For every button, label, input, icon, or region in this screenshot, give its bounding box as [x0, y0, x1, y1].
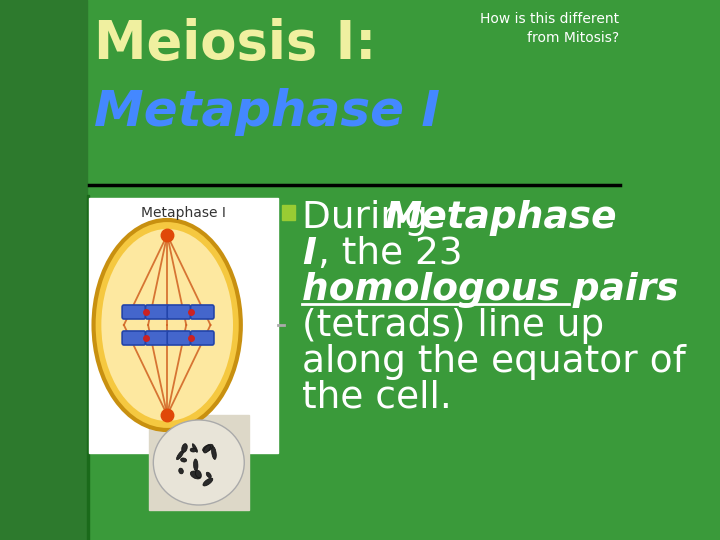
Text: along the equator of: along the equator of	[302, 344, 686, 380]
Text: , the 23: , the 23	[318, 236, 462, 272]
Text: Metaphase I: Metaphase I	[94, 88, 439, 136]
Ellipse shape	[203, 478, 213, 486]
FancyBboxPatch shape	[191, 305, 214, 319]
Ellipse shape	[192, 444, 197, 453]
Text: How is this different
from Mitosis?: How is this different from Mitosis?	[480, 12, 619, 45]
Text: homologous pairs: homologous pairs	[302, 272, 679, 308]
Ellipse shape	[102, 229, 233, 421]
FancyBboxPatch shape	[145, 331, 169, 345]
Text: Meiosis I:: Meiosis I:	[94, 18, 376, 70]
Ellipse shape	[212, 447, 216, 460]
FancyBboxPatch shape	[191, 331, 214, 345]
Ellipse shape	[206, 472, 211, 478]
FancyBboxPatch shape	[122, 331, 145, 345]
Bar	[282, 205, 294, 220]
Text: (tetrads) line up: (tetrads) line up	[302, 308, 604, 344]
Ellipse shape	[202, 444, 213, 452]
Ellipse shape	[176, 450, 184, 460]
FancyBboxPatch shape	[167, 305, 191, 319]
Ellipse shape	[153, 420, 244, 505]
Text: Metaphase: Metaphase	[384, 200, 617, 236]
Text: Metaphase I: Metaphase I	[141, 206, 226, 220]
Ellipse shape	[204, 445, 210, 453]
FancyBboxPatch shape	[167, 331, 191, 345]
Bar	[0, 0, 86, 540]
Bar	[86, 195, 89, 540]
FancyBboxPatch shape	[145, 305, 169, 319]
FancyBboxPatch shape	[122, 305, 145, 319]
Text: the cell.: the cell.	[302, 380, 452, 416]
Bar	[149, 415, 248, 510]
Ellipse shape	[181, 444, 187, 453]
Ellipse shape	[181, 458, 186, 462]
Ellipse shape	[94, 220, 240, 430]
Ellipse shape	[190, 448, 196, 452]
Bar	[89, 198, 278, 453]
Text: I: I	[302, 236, 316, 272]
Ellipse shape	[195, 470, 202, 478]
Ellipse shape	[179, 468, 184, 474]
Text: During: During	[302, 200, 440, 236]
Ellipse shape	[194, 459, 198, 471]
Ellipse shape	[190, 471, 201, 479]
